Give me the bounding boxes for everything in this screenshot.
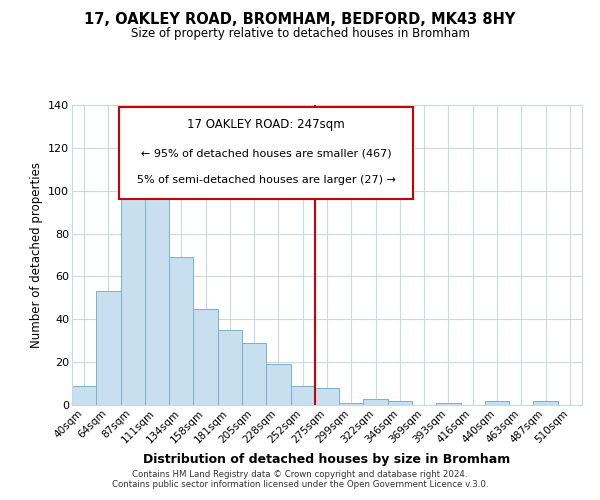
Text: 17, OAKLEY ROAD, BROMHAM, BEDFORD, MK43 8HY: 17, OAKLEY ROAD, BROMHAM, BEDFORD, MK43 … xyxy=(85,12,515,28)
Bar xyxy=(242,343,266,405)
Text: 17 OAKLEY ROAD: 247sqm: 17 OAKLEY ROAD: 247sqm xyxy=(187,118,345,130)
Bar xyxy=(266,364,290,405)
Bar xyxy=(436,403,461,405)
Bar xyxy=(218,330,242,405)
Bar xyxy=(96,292,121,405)
Text: Contains HM Land Registry data © Crown copyright and database right 2024.
Contai: Contains HM Land Registry data © Crown c… xyxy=(112,470,488,489)
Bar xyxy=(485,400,509,405)
Bar xyxy=(533,400,558,405)
Bar xyxy=(145,167,169,405)
Bar xyxy=(364,398,388,405)
Bar xyxy=(290,386,315,405)
Text: Size of property relative to detached houses in Bromham: Size of property relative to detached ho… xyxy=(131,28,469,40)
Bar xyxy=(72,386,96,405)
Bar xyxy=(169,257,193,405)
Text: 5% of semi-detached houses are larger (27) →: 5% of semi-detached houses are larger (2… xyxy=(137,175,396,185)
Bar xyxy=(339,403,364,405)
Bar xyxy=(388,400,412,405)
X-axis label: Distribution of detached houses by size in Bromham: Distribution of detached houses by size … xyxy=(143,453,511,466)
Bar xyxy=(119,107,413,200)
Bar xyxy=(315,388,339,405)
Y-axis label: Number of detached properties: Number of detached properties xyxy=(29,162,43,348)
Bar xyxy=(193,308,218,405)
Bar xyxy=(121,186,145,405)
Text: ← 95% of detached houses are smaller (467): ← 95% of detached houses are smaller (46… xyxy=(141,148,392,158)
